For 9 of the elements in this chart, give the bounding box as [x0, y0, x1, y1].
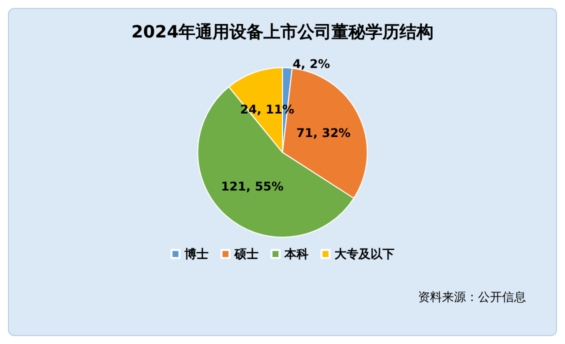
- legend-label: 博士: [184, 247, 208, 261]
- data-label: 71, 32%: [296, 126, 351, 140]
- chart-title: 2024年通用设备上市公司董秘学历结构: [131, 22, 434, 42]
- legend-label: 硕士: [234, 247, 258, 261]
- legend-label: 本科: [284, 247, 308, 261]
- data-label: 4, 2%: [292, 56, 330, 71]
- text: 资料来源：公开信息: [418, 290, 526, 304]
- data-label: 121, 55%: [221, 179, 284, 194]
- legend-label: 大专及以下: [334, 247, 394, 261]
